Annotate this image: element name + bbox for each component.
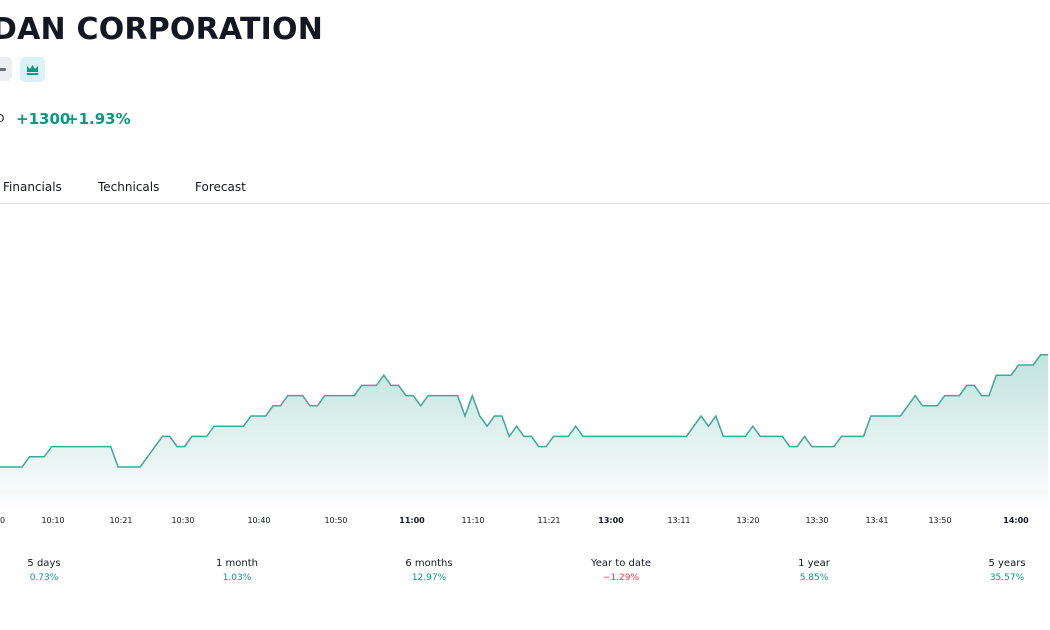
period-label: 5 days (27, 558, 61, 569)
period-label: 1 month (216, 558, 258, 569)
tab-financials[interactable]: Financials (3, 180, 62, 194)
x-tick-label: 13:20 (736, 516, 759, 525)
minus-icon (0, 68, 6, 71)
x-tick-label: 10:40 (247, 516, 270, 525)
period-value: 35.57% (989, 573, 1025, 583)
price-currency: D (0, 112, 5, 125)
x-tick-label: 14:00 (1003, 516, 1029, 525)
period-value: 12.97% (411, 573, 447, 583)
crown-icon (27, 65, 38, 75)
x-axis-ticks: 0 10:10 10:21 10:30 10:40 10:50 11:00 11:10 11:2… (0, 516, 1029, 525)
period-1-year[interactable]: 1 year 5.85% (784, 558, 844, 583)
period-1-month[interactable]: 1 month 1.03% (197, 558, 277, 583)
price-change-absolute: +1300 (16, 110, 71, 128)
x-tick-label: 13:41 (865, 516, 888, 525)
tab-technicals[interactable]: Technicals (98, 180, 160, 194)
x-tick-label: 11:21 (537, 516, 560, 525)
x-tick-label: 13:00 (598, 516, 624, 525)
period-value: 1.03% (222, 573, 252, 583)
period-value: −1.29% (602, 573, 640, 583)
period-value: 0.73% (29, 573, 59, 583)
partial-indicator (0, 143, 2, 149)
period-label: 5 years (988, 558, 1026, 569)
tab-forecast[interactable]: Forecast (195, 180, 246, 194)
x-tick-label: 0 (0, 516, 5, 525)
period-label: 6 months (405, 558, 453, 569)
period-6-months[interactable]: 6 months 12.97% (389, 558, 469, 583)
x-tick-label: 11:00 (399, 516, 425, 525)
chart-area-fill (0, 354, 1048, 505)
x-tick-label: 10:21 (109, 516, 132, 525)
x-tick-label: 11:10 (461, 516, 484, 525)
x-tick-label: 10:10 (41, 516, 64, 525)
crown-badge[interactable] (20, 57, 45, 82)
x-tick-label: 10:30 (171, 516, 194, 525)
x-tick-label: 10:50 (324, 516, 347, 525)
x-tick-label: 13:30 (805, 516, 828, 525)
period-year-to-date[interactable]: Year to date −1.29% (576, 558, 666, 583)
period-5-years[interactable]: 5 years 35.57% (977, 558, 1037, 583)
period-5-days[interactable]: 5 days 0.73% (14, 558, 74, 583)
price-change-percent: +1.93% (66, 110, 131, 128)
minus-badge[interactable] (0, 57, 12, 81)
period-value: 5.85% (799, 573, 829, 583)
company-title: DAN CORPORATION (0, 12, 324, 47)
price-chart[interactable]: 0 10:10 10:21 10:30 10:40 10:50 11:00 11:10 11:2… (0, 205, 1050, 535)
x-tick-label: 13:11 (667, 516, 690, 525)
chart-price-line (0, 354, 1048, 468)
period-label: Year to date (590, 558, 652, 569)
tab-bar: Financials Technicals Forecast (0, 178, 1050, 204)
period-label: 1 year (798, 558, 830, 569)
x-tick-label: 13:50 (928, 516, 951, 525)
